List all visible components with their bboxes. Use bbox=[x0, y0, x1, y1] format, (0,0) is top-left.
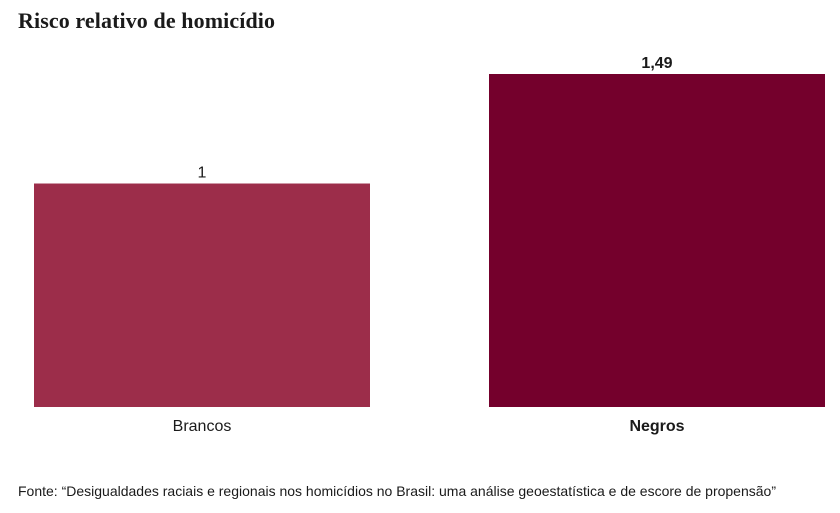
chart-title: Risco relativo de homicídio bbox=[18, 8, 276, 33]
bar-brancos bbox=[34, 183, 370, 407]
value-label-brancos: 1 bbox=[198, 165, 207, 182]
value-label-negros: 1,49 bbox=[641, 55, 672, 72]
bar-negros bbox=[489, 74, 825, 407]
bar-chart: 1 Brancos 1,49 Negros bbox=[34, 55, 825, 435]
source-note: Fonte: “Desigualdades raciais e regionai… bbox=[18, 483, 776, 499]
category-label-brancos: Brancos bbox=[173, 418, 232, 435]
category-label-negros: Negros bbox=[629, 418, 684, 435]
